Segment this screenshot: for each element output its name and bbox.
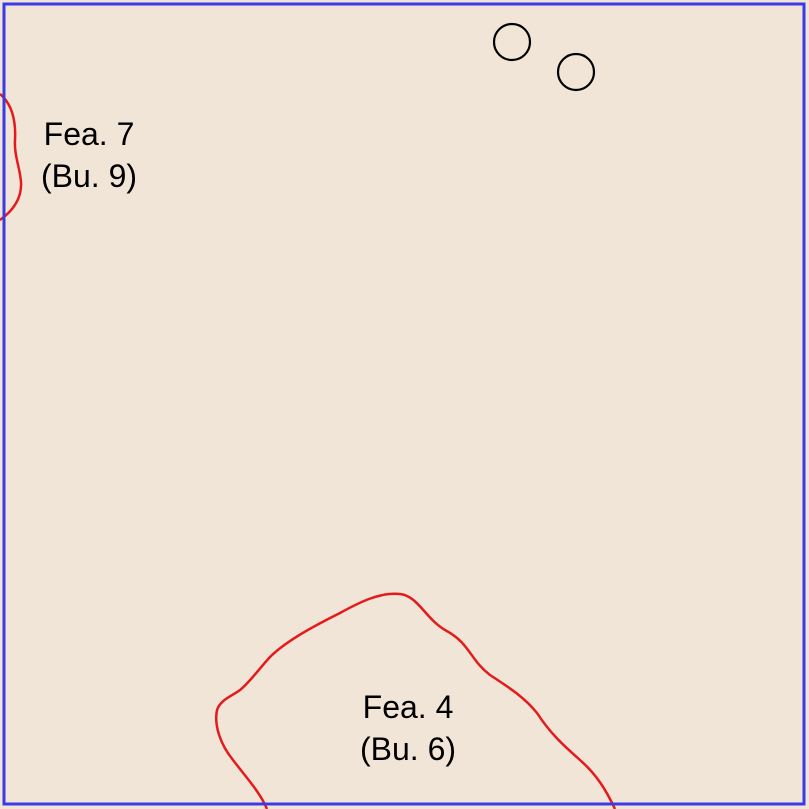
posthole-marker (556, 52, 596, 92)
feature-7-outline (0, 93, 23, 222)
feature-4-outline (215, 592, 617, 809)
feature-7-burial: (Bu. 9) (41, 158, 137, 194)
feature-7-name: Fea. 7 (44, 116, 135, 152)
feature-4-burial: (Bu. 6) (360, 731, 456, 767)
feature-4-name: Fea. 4 (363, 689, 454, 725)
posthole-marker (492, 22, 532, 62)
